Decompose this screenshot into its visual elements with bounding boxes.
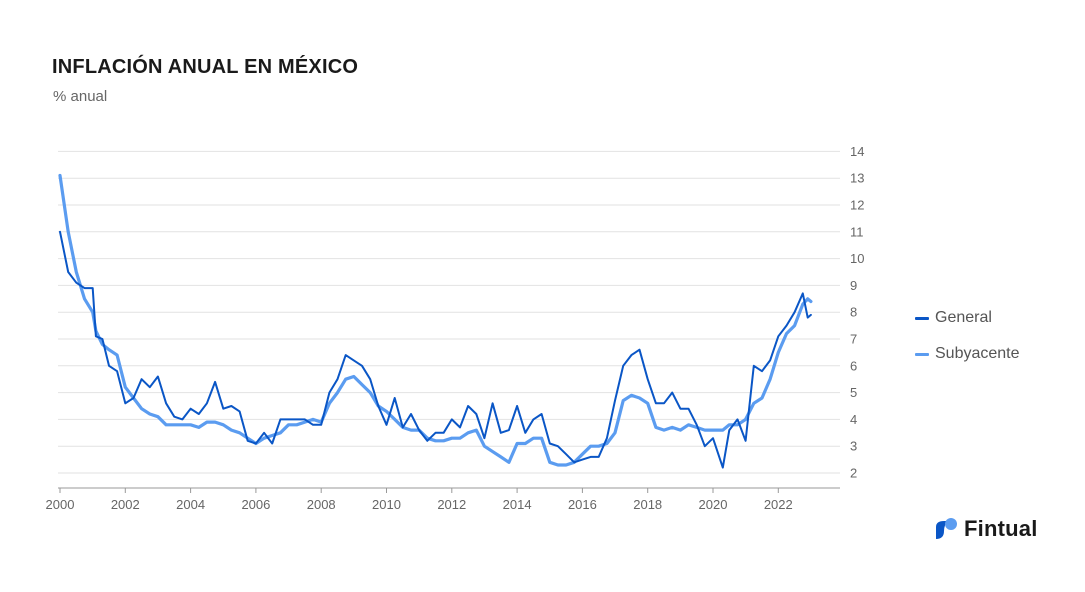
x-axis: 2000 2002 2004 2006 2008 2010 2012 2014 2016 2018… <box>46 487 840 512</box>
x-tick-label: 2004 <box>176 497 205 512</box>
y-tick-label: 4 <box>850 412 857 427</box>
legend-swatch-subyacente <box>915 352 929 356</box>
series-line-general <box>59 230 812 469</box>
grid-lines <box>58 150 840 474</box>
legend-label-general: General <box>935 309 992 326</box>
chart-subtitle: % anual <box>53 88 108 105</box>
y-tick-label: 13 <box>850 171 864 186</box>
y-tick-label: 12 <box>850 198 864 213</box>
y-tick-label: 10 <box>850 251 864 266</box>
x-tick-label: 2010 <box>372 497 401 512</box>
x-tick-label: 2020 <box>699 497 728 512</box>
legend: General Subyacente <box>915 300 1020 372</box>
y-tick-label: 5 <box>850 385 857 400</box>
legend-label-subyacente: Subyacente <box>935 345 1020 362</box>
x-tick-label: 2012 <box>437 497 466 512</box>
y-tick-label: 8 <box>850 305 857 320</box>
legend-item-subyacente: Subyacente <box>915 336 1020 372</box>
x-tick-label: 2008 <box>307 497 336 512</box>
y-tick-label: 11 <box>850 224 864 239</box>
legend-item-general: General <box>915 300 1020 336</box>
y-tick-label: 6 <box>850 358 857 373</box>
legend-swatch-general <box>915 316 929 320</box>
x-tick-label: 2014 <box>503 497 532 512</box>
y-tick-label: 7 <box>850 332 857 347</box>
y-axis-ticks: 2 3 4 5 6 7 8 9 10 11 12 13 14 <box>850 144 864 481</box>
series-line-subyacente <box>58 173 813 467</box>
x-tick-label: 2018 <box>633 497 662 512</box>
brand: Fintual <box>934 516 1038 542</box>
x-tick-label: 2006 <box>241 497 270 512</box>
y-tick-label: 2 <box>850 466 857 481</box>
fintual-logo-icon <box>936 518 957 539</box>
y-tick-label: 9 <box>850 278 857 293</box>
x-tick-label: 2016 <box>568 497 597 512</box>
x-tick-label: 2002 <box>111 497 140 512</box>
chart-title: INFLACIÓN ANUAL EN MÉXICO <box>52 56 359 78</box>
y-tick-label: 3 <box>850 439 857 454</box>
series-lines <box>58 173 813 469</box>
x-tick-label: 2000 <box>46 497 75 512</box>
x-tick-label: 2022 <box>764 497 793 512</box>
brand-name: Fintual <box>964 516 1038 541</box>
y-tick-label: 14 <box>850 144 864 159</box>
